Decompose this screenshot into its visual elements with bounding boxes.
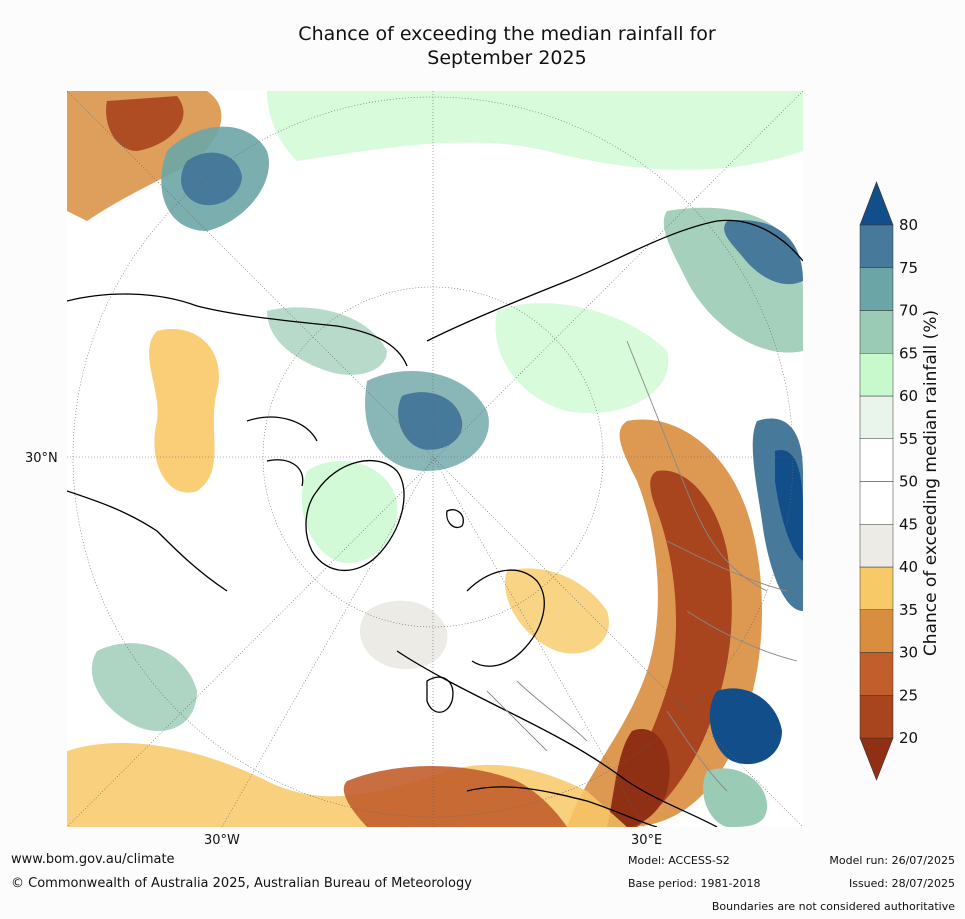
colorbar-label-text: Chance of exceeding median rainfall (%) [921,309,941,657]
coast-siberia [426,219,803,342]
map-canvas [67,91,803,827]
colorbar-tick-label: 75 [899,259,918,277]
footer-model-run: Model run: 26/07/2025 [829,854,955,867]
forecast-map [67,91,803,827]
meridian-diag-2 [67,91,803,827]
footer-model: Model: ACCESS-S2 [628,854,730,867]
colorbar-tick-label: 80 [899,216,918,234]
region-siberia-green [495,303,669,413]
coast-north-america [67,293,408,367]
coast-west [67,490,228,592]
colorbar-tick-label: 55 [899,430,918,448]
colorbar-extend-max [859,181,894,226]
boundary-central-asia [666,540,798,662]
footer-base-period: Base period: 1981-2018 [628,877,761,890]
colorbar-ticks: 20 25 30 35 40 45 50 55 60 65 70 75 80 [899,216,918,747]
coast-canada-arctic [246,416,318,487]
boundary-russia-south [626,340,768,592]
coastlines [67,219,803,827]
boundary-europe [486,680,588,752]
colorbar-blocks [859,181,894,781]
meridian-diag-1 [67,91,803,827]
title-line-2: September 2025 [427,47,587,69]
coast-uk [426,676,454,713]
colorbar-bin-65-70 [859,310,894,354]
coast-med [466,786,658,827]
footer-link[interactable]: www.bom.gov.au/climate [11,852,175,867]
colorbar-bin-40-45 [859,524,894,568]
colorbar-bin-35-40 [859,566,894,610]
colorbar-bin-30-35 [859,609,894,653]
colorbar-tick-label: 30 [899,644,918,662]
region-far-se-wet [709,688,782,765]
region-top-green [267,91,803,170]
coast-svalbard [446,509,464,529]
colorbar-tick-label: 35 [899,601,918,619]
region-west-dry [149,329,219,493]
colorbar-svg: 20 25 30 35 40 45 50 55 60 65 70 75 80 [859,181,918,781]
region-arctic-wet-core [398,392,463,450]
region-grey-patches [359,600,448,670]
map-title: Chance of exceeding the median rainfall … [0,22,965,70]
region-sw-green [91,643,197,731]
colorbar-tick-label: 25 [899,686,918,704]
graticule [67,91,803,827]
colorbar-bin-70-75 [859,267,894,311]
colorbar-bin-20-25 [859,695,894,739]
coast-scandinavia [466,569,545,667]
country-boundaries [486,340,798,792]
colorbar-bin-45-50 [859,481,894,525]
coast-greenland [305,459,405,572]
meridian-30w [221,456,434,827]
colorbar-tick-label: 65 [899,344,918,362]
colorbar-tick-label: 50 [899,473,918,491]
footer-disclaimer: Boundaries are not considered authoritat… [711,900,955,913]
colorbar-bin-25-30 [859,652,894,696]
colorbar-tick-label: 40 [899,558,918,576]
region-ne-wet-core [724,220,803,285]
region-canada-green [267,307,387,375]
boundary-middle-east [666,710,728,792]
region-n-wet-core [181,152,242,206]
colorbar-tick-label: 45 [899,515,918,533]
region-nw-very-dry [106,96,184,151]
footer-copyright: © Commonwealth of Australia 2025, Austra… [11,876,472,891]
region-south-very-dry [343,766,567,827]
region-east-wet-core [775,450,803,561]
colorbar: 20 25 30 35 40 45 50 55 60 65 70 75 80 [850,180,960,785]
colorbar-tick-label: 70 [899,302,918,320]
lat-circle-inner [262,286,604,628]
region-greenland-green [301,461,398,563]
region-east-mid-dry [505,568,609,654]
lon-label-30w: 30°W [204,833,240,848]
colorbar-bin-50-55 [859,438,894,482]
lon-label-30e: 30°E [631,833,663,848]
colorbar-extend-min [859,737,894,781]
colorbar-bin-60-65 [859,353,894,397]
region-se-very-dry [607,470,732,827]
colorbar-tick-label: 20 [899,729,918,747]
title-line-1: Chance of exceeding the median rainfall … [298,23,716,45]
meridian-30e [432,456,645,827]
colorbar-bin-75-80 [859,224,894,268]
lat-label-30n: 30°N [25,451,58,466]
colorbar-tick-label: 60 [899,387,918,405]
colorbar-bin-55-60 [859,395,894,439]
region-se-darkest [607,729,670,827]
footer-issued: Issued: 28/07/2025 [848,877,955,890]
region-nw-dry [67,91,222,221]
